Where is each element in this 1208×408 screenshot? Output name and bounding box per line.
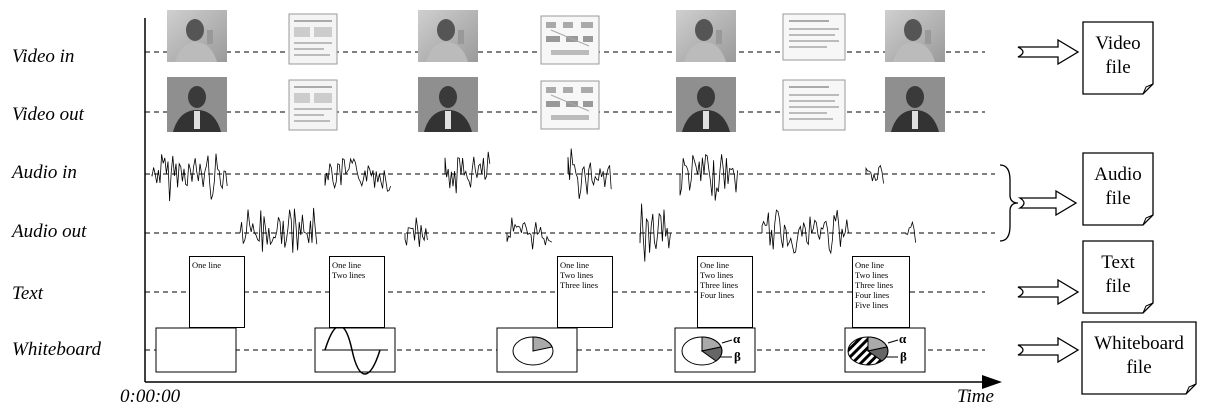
text-file-label: Text file [1083, 251, 1153, 299]
audio-out-wave-1 [239, 207, 318, 253]
text-line: One line [700, 260, 730, 270]
video-out-frame-document-1 [288, 79, 338, 131]
track-label-audio-in: Audio in [12, 162, 77, 183]
text-line: One line [192, 260, 222, 270]
file-label-line: file [1105, 188, 1131, 209]
text-line: Four lines [700, 290, 735, 300]
audio-out-waveforms [239, 203, 916, 262]
whiteboard-file-arrow [1017, 336, 1080, 364]
text-line: Two lines [560, 270, 594, 280]
track-label-whiteboard: Whiteboard [12, 339, 102, 360]
file-label-line: Audio [1094, 164, 1142, 185]
text-line: One line [855, 260, 885, 270]
audio-out-wave-4 [639, 203, 671, 262]
audio-in-wave-1 [151, 153, 228, 202]
audio-out-wave-5 [761, 209, 849, 255]
text-line: Three lines [700, 280, 738, 290]
whiteboard-frame-pie-2 [674, 327, 756, 373]
text-file-icon [1082, 240, 1154, 314]
text-line: One line [560, 260, 590, 270]
file-label-line: file [1105, 57, 1131, 78]
whiteboard-frame-blank [155, 327, 237, 373]
video-out-frame-person-4 [885, 77, 945, 132]
video-file-icon [1082, 21, 1154, 95]
audio-out-wave-6 [905, 220, 916, 243]
track-label-video-in: Video in [12, 46, 75, 67]
audio-file-arrow [1017, 189, 1078, 217]
pie-label-beta-1: β [734, 349, 741, 364]
text-line: Two lines [700, 270, 734, 280]
whiteboard-frame-pie-3 [844, 327, 926, 373]
file-label-line: file [1126, 357, 1152, 378]
pie-label-alpha-1: α [733, 331, 741, 346]
track-label-video-out: Video out [12, 104, 84, 125]
axis-start-label: 0:00:00 [120, 386, 181, 407]
text-box-4: One line Two lines Three lines Four line… [697, 256, 753, 328]
whiteboard-file-icon [1081, 321, 1197, 395]
video-out-frame-person-3 [676, 77, 736, 132]
file-label-line: Video [1095, 33, 1141, 54]
audio-in-wave-4 [567, 148, 612, 199]
pie-label-alpha-2: α [899, 331, 907, 346]
audio-in-wave-6 [865, 164, 884, 184]
video-out-frame-person-1 [167, 77, 227, 132]
text-line: Two lines [855, 270, 889, 280]
video-in-frame-person-2 [418, 10, 478, 62]
file-label-line: file [1105, 276, 1131, 297]
track-label-audio-out: Audio out [12, 221, 87, 242]
audio-out-wave-3 [506, 217, 552, 250]
video-out-frame-document-2 [782, 79, 846, 131]
file-label-line: Whiteboard [1094, 333, 1184, 354]
whiteboard-file-label: Whiteboard file [1082, 332, 1196, 380]
audio-file-icon [1082, 152, 1154, 226]
video-in-frame-person-4 [885, 10, 945, 62]
audio-out-wave-2 [404, 217, 428, 247]
text-box-5: One line Two lines Three lines Four line… [852, 256, 910, 328]
axis-end-label: Time [957, 386, 994, 407]
text-line: Three lines [560, 280, 598, 290]
text-line: One line [332, 260, 362, 270]
track-label-text: Text [12, 283, 43, 304]
text-line: Three lines [855, 280, 893, 290]
video-file-label: Video file [1083, 32, 1153, 80]
audio-in-wave-2 [324, 157, 391, 192]
text-line: Two lines [332, 270, 366, 280]
audio-in-waveforms [151, 148, 884, 202]
video-in-frame-person-3 [676, 10, 736, 62]
time-axis-arrowhead [982, 375, 1002, 389]
video-in-frame-person-1 [167, 10, 227, 62]
text-box-1: One line [189, 256, 245, 328]
whiteboard-frame-sine [314, 325, 396, 375]
text-file-arrow [1017, 278, 1080, 306]
audio-in-wave-3 [444, 151, 491, 194]
video-in-frame-document-1 [288, 13, 338, 65]
video-in-frame-flowchart [540, 15, 600, 65]
video-out-frame-person-2 [418, 77, 478, 132]
file-label-line: Text [1101, 252, 1135, 273]
pie-label-beta-2: β [900, 349, 907, 364]
audio-brace [999, 164, 1019, 242]
text-line: Four lines [855, 290, 890, 300]
text-box-2: One line Two lines [329, 256, 385, 328]
whiteboard-frame-pie-1 [496, 327, 578, 373]
text-box-3: One line Two lines Three lines [557, 256, 613, 328]
text-line: Five lines [855, 300, 889, 310]
audio-file-label: Audio file [1083, 163, 1153, 211]
video-out-frame-flowchart [540, 80, 600, 130]
audio-in-wave-5 [679, 153, 738, 201]
video-in-frame-document-2 [782, 13, 846, 61]
video-file-arrow [1017, 38, 1080, 66]
